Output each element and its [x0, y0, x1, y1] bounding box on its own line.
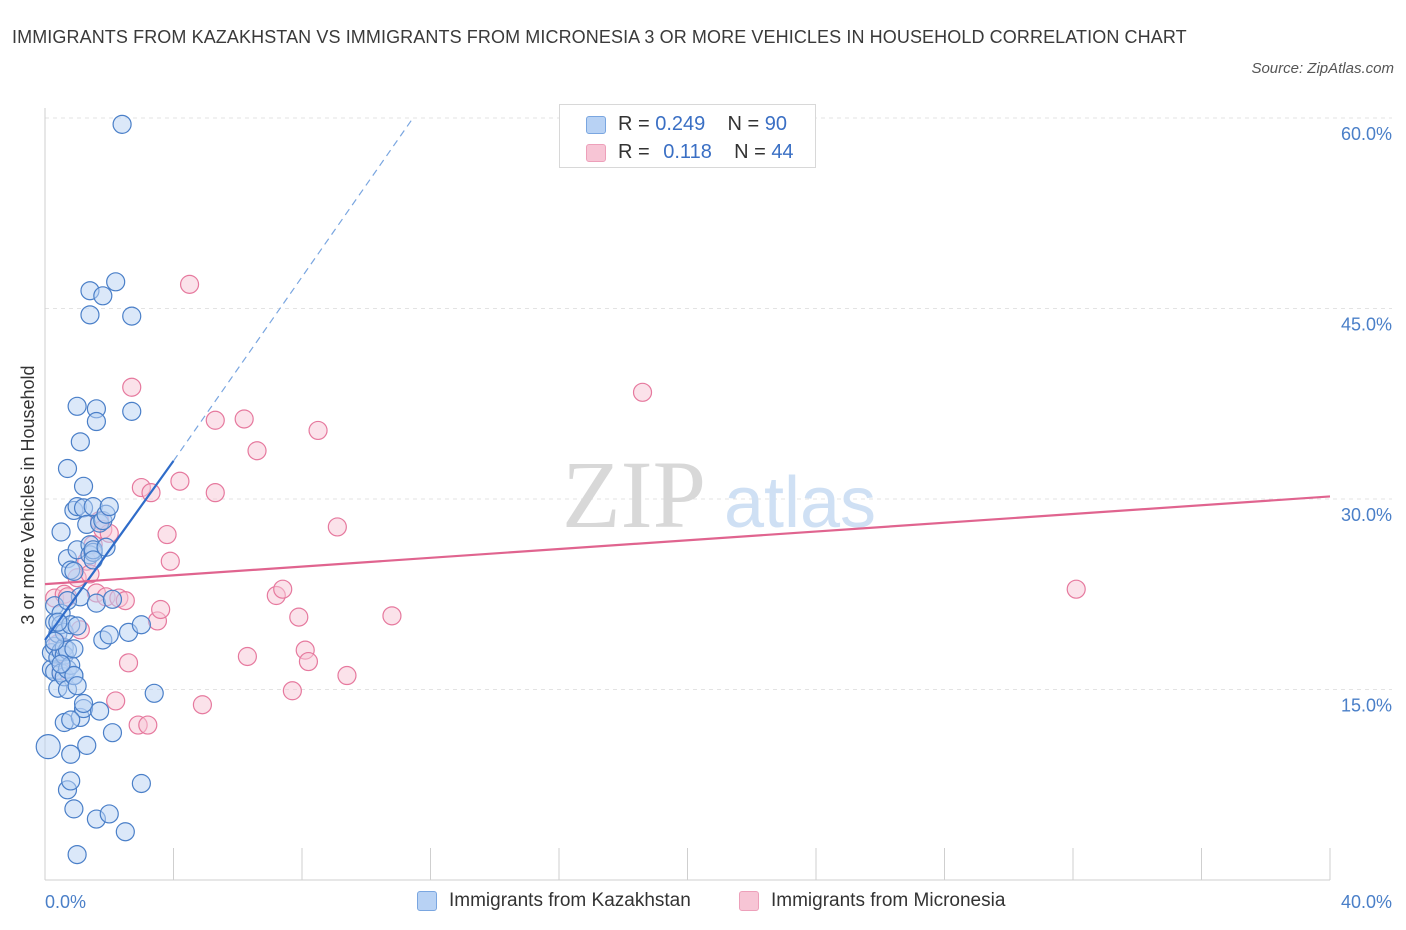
point-micronesia [122, 377, 142, 397]
legend-label-micronesia: Immigrants from Micronesia [771, 890, 1006, 911]
legend-swatch-blue [586, 116, 606, 134]
point-kazakhstan [131, 773, 151, 794]
point-kazakhstan [144, 683, 164, 703]
y-tick-label: 15.0% [1341, 696, 1392, 716]
point-kazakhstan [99, 625, 119, 645]
point-kazakhstan [45, 631, 65, 651]
axes [44, 108, 1331, 881]
point-kazakhstan [90, 701, 110, 721]
point-kazakhstan [99, 497, 119, 517]
point-micronesia [289, 607, 309, 627]
point-micronesia [237, 646, 257, 667]
series-kazakhstan-points [35, 114, 164, 865]
point-kazakhstan [67, 676, 87, 696]
legend-n-value: 44 [771, 141, 794, 163]
point-micronesia [151, 599, 171, 620]
chart-title: IMMIGRANTS FROM KAZAKHSTAN VS IMMIGRANTS… [12, 27, 1187, 47]
point-micronesia [192, 695, 213, 715]
point-kazakhstan [102, 723, 123, 743]
point-micronesia [282, 681, 302, 701]
point-micronesia [298, 651, 319, 672]
trend-lines [44, 120, 1331, 641]
point-kazakhstan [67, 616, 87, 636]
point-kazakhstan [80, 305, 100, 325]
point-kazakhstan [93, 286, 113, 306]
x-tick-label: 40.0% [1341, 892, 1392, 912]
point-micronesia [160, 551, 180, 571]
point-micronesia [157, 524, 177, 545]
point-micronesia [327, 517, 347, 537]
point-micronesia [205, 483, 225, 503]
point-kazakhstan [77, 735, 97, 755]
point-kazakhstan [106, 272, 126, 292]
point-kazakhstan [51, 654, 71, 674]
point-micronesia [1066, 579, 1086, 599]
legend-swatch-pink [586, 144, 606, 162]
point-kazakhstan [64, 639, 84, 659]
point-kazakhstan [73, 476, 94, 496]
watermark-zip: ZIP [562, 441, 706, 548]
legend-r-label: R = [618, 141, 650, 163]
point-kazakhstan [67, 844, 87, 865]
y-tick-label: 45.0% [1341, 315, 1392, 335]
point-kazakhstan [131, 615, 151, 635]
x-tick-label: 0.0% [45, 892, 86, 912]
trend-line-micronesia [44, 495, 1331, 586]
legend-swatch-blue [417, 891, 437, 911]
correlation-legend: R = 0.249 N = 90 R = 0.118 N = 44 [559, 104, 816, 168]
point-micronesia [308, 420, 328, 441]
point-kazakhstan [57, 458, 78, 479]
legend-r-label: R = [618, 113, 650, 135]
legend-n-value: 90 [764, 113, 788, 135]
point-kazakhstan [67, 396, 87, 416]
point-micronesia [205, 410, 225, 430]
tick-labels: 15.0% 30.0% 45.0% 60.0% 0.0% 40.0% [45, 124, 1392, 912]
legend-n-label: N = [734, 141, 766, 163]
point-kazakhstan [61, 710, 81, 730]
point-kazakhstan [35, 734, 61, 760]
watermark-atlas: atlas [724, 463, 876, 543]
point-micronesia [138, 715, 158, 735]
point-kazakhstan [122, 306, 142, 326]
legend-r-value: 0.249 [655, 113, 706, 135]
point-kazakhstan [61, 744, 81, 764]
point-kazakhstan [70, 432, 90, 452]
point-kazakhstan [86, 411, 107, 432]
point-kazakhstan [115, 822, 135, 842]
point-kazakhstan [64, 799, 84, 819]
point-micronesia [273, 579, 293, 599]
point-micronesia [247, 441, 267, 461]
point-micronesia [179, 274, 200, 294]
point-kazakhstan [86, 593, 107, 613]
point-kazakhstan [51, 522, 71, 542]
point-kazakhstan [73, 693, 94, 714]
point-micronesia [632, 382, 653, 402]
legend-swatch-pink [739, 891, 759, 911]
legend-label-kazakhstan: Immigrants from Kazakhstan [449, 890, 691, 911]
point-micronesia [118, 653, 139, 673]
point-micronesia [170, 471, 190, 491]
point-kazakhstan [112, 114, 132, 134]
y-axis-label: 3 or more Vehicles in Household [18, 365, 38, 624]
point-micronesia [382, 606, 402, 626]
point-kazakhstan [64, 561, 84, 581]
watermark: ZIP atlas [562, 441, 876, 548]
point-kazakhstan [61, 771, 81, 791]
trend-line-kazakhstan-extension [173, 120, 412, 462]
legend-n-label: N = [727, 113, 760, 135]
point-kazakhstan [99, 804, 119, 824]
grid [45, 117, 1392, 690]
trend-line-kazakhstan [44, 460, 175, 641]
point-kazakhstan [102, 589, 123, 609]
point-kazakhstan [122, 401, 142, 421]
point-micronesia [337, 665, 357, 686]
y-tick-label: 60.0% [1341, 124, 1392, 144]
point-micronesia [234, 409, 254, 429]
source-label: Source: ZipAtlas.com [1251, 60, 1394, 77]
legend-r-value: 0.118 [663, 141, 712, 163]
y-tick-label: 30.0% [1341, 505, 1392, 525]
point-micronesia [106, 691, 126, 711]
